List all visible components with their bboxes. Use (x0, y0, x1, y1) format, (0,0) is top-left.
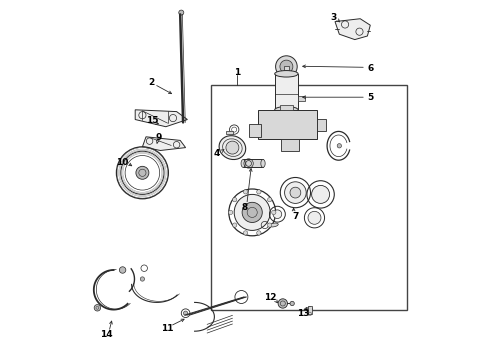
Text: 2: 2 (148, 78, 154, 87)
Ellipse shape (270, 223, 278, 227)
Text: 8: 8 (242, 202, 248, 212)
Circle shape (285, 182, 306, 203)
Text: 10: 10 (116, 158, 128, 166)
Text: 12: 12 (264, 293, 277, 302)
Polygon shape (281, 139, 299, 151)
Circle shape (312, 185, 330, 203)
Polygon shape (135, 110, 187, 127)
Bar (284, 66, 289, 74)
Circle shape (290, 187, 301, 198)
Text: 11: 11 (161, 324, 174, 333)
Ellipse shape (275, 107, 298, 113)
Circle shape (242, 202, 262, 222)
Text: 4: 4 (214, 149, 220, 158)
Circle shape (183, 311, 188, 315)
Polygon shape (335, 19, 370, 40)
Circle shape (233, 223, 237, 227)
Polygon shape (317, 119, 326, 131)
Bar (308, 306, 312, 314)
Circle shape (257, 231, 261, 235)
Circle shape (257, 190, 261, 194)
Circle shape (278, 299, 288, 308)
Circle shape (234, 194, 270, 230)
Circle shape (337, 144, 342, 148)
Polygon shape (226, 131, 233, 134)
Text: 7: 7 (292, 212, 298, 220)
Bar (211, 85, 407, 310)
Ellipse shape (261, 159, 265, 167)
Text: 5: 5 (367, 93, 373, 102)
Bar (275, 74, 298, 110)
Circle shape (226, 141, 239, 154)
Ellipse shape (275, 71, 298, 77)
Circle shape (268, 198, 272, 202)
Circle shape (268, 223, 272, 227)
Polygon shape (248, 124, 261, 137)
Text: 1: 1 (234, 68, 240, 77)
Bar (280, 105, 293, 110)
Circle shape (136, 166, 149, 179)
Bar (243, 159, 263, 167)
Text: 9: 9 (155, 133, 162, 142)
Text: 3: 3 (330, 13, 336, 22)
Text: 6: 6 (367, 64, 373, 73)
Text: 13: 13 (297, 309, 310, 318)
Ellipse shape (219, 136, 245, 159)
Circle shape (233, 198, 237, 202)
Circle shape (228, 210, 233, 215)
Circle shape (244, 231, 247, 235)
Circle shape (244, 190, 247, 194)
Polygon shape (143, 137, 186, 150)
Bar (298, 96, 305, 101)
Circle shape (273, 210, 282, 219)
Text: 15: 15 (146, 116, 158, 125)
Circle shape (140, 277, 145, 281)
Circle shape (308, 211, 321, 224)
Circle shape (120, 267, 126, 273)
Circle shape (275, 56, 297, 77)
Circle shape (290, 301, 294, 306)
Circle shape (94, 305, 100, 311)
Circle shape (271, 210, 276, 215)
Text: 14: 14 (100, 330, 113, 338)
Ellipse shape (241, 159, 245, 167)
Polygon shape (258, 110, 317, 139)
Circle shape (307, 307, 313, 312)
Circle shape (179, 10, 184, 15)
Circle shape (280, 60, 293, 73)
